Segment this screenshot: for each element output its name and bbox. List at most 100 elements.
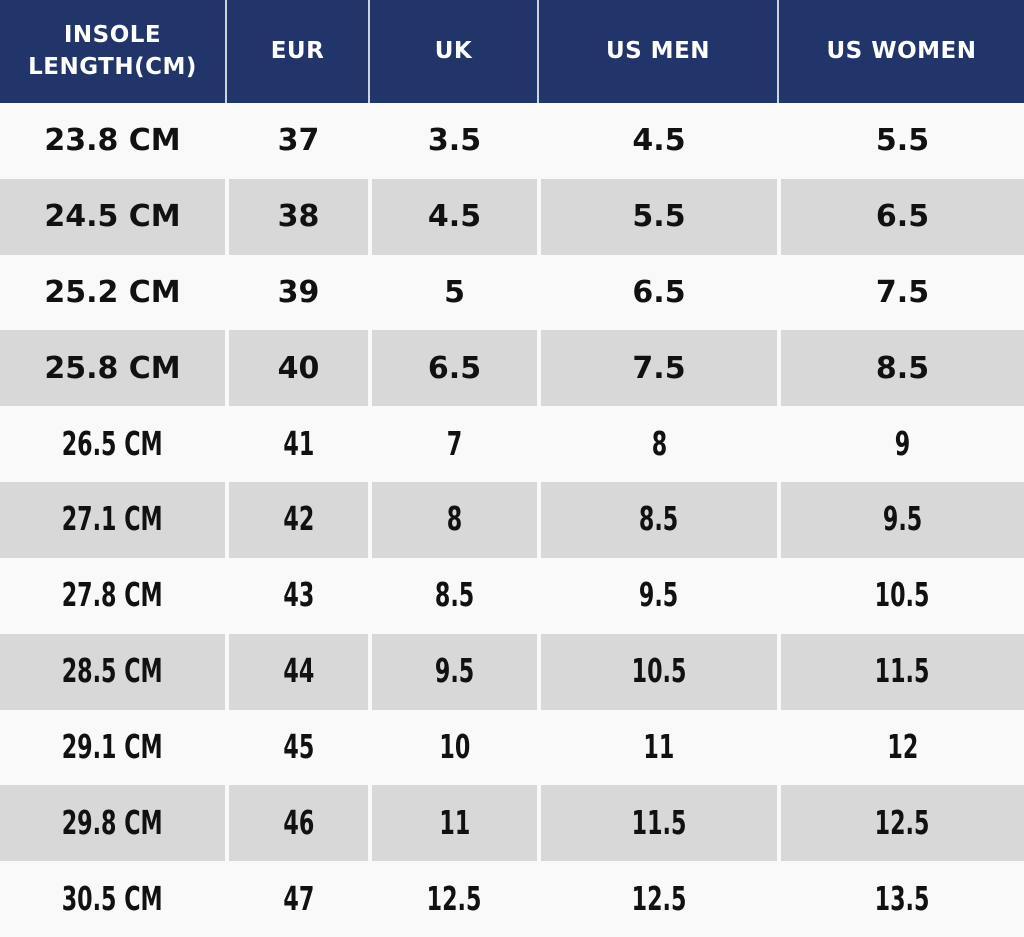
- table-cell: 9.5: [368, 633, 537, 710]
- table-cell: 6.5: [537, 254, 777, 331]
- column-header-us-men: US MEN: [537, 0, 777, 103]
- table-cell: 7.5: [537, 330, 777, 407]
- table-cell-value: 6.5: [632, 275, 686, 311]
- table-cell-value: 29.8 CM: [62, 803, 163, 843]
- table-cell: 27.8 CM: [0, 558, 225, 634]
- table-cell: 37: [225, 103, 368, 179]
- column-header-uk: UK: [368, 0, 537, 103]
- table-cell: 23.8 CM: [0, 103, 225, 179]
- table-cell: 4.5: [537, 103, 777, 179]
- table-cell-value: 5.5: [632, 199, 686, 235]
- table-cell: 27.1 CM: [0, 482, 225, 558]
- table-cell-value: 43: [283, 576, 314, 616]
- table-row: 29.1 CM 45 10 11 12: [0, 709, 1024, 786]
- table-cell: 8.5: [777, 330, 1024, 407]
- table-cell: 8.5: [537, 482, 777, 558]
- table-cell: 25.2 CM: [0, 255, 225, 331]
- table-cell-value: 8.5: [639, 500, 679, 540]
- table-cell: 11: [368, 785, 537, 862]
- table-cell-value: 9.5: [639, 576, 679, 616]
- table-cell: 8.5: [368, 557, 537, 634]
- table-cell-value: 9: [894, 424, 911, 464]
- table-cell: 10: [368, 709, 537, 786]
- table-cell: 28.5 CM: [0, 634, 225, 710]
- table-cell: 7: [368, 406, 537, 483]
- table-cell-value: 5: [444, 275, 465, 311]
- table-cell: 6.5: [368, 330, 537, 407]
- table-cell-value: 12.5: [875, 803, 930, 843]
- table-cell-value: 11: [439, 803, 470, 843]
- table-cell: 13.5: [777, 861, 1024, 937]
- table-cell-value: 23.8 CM: [44, 123, 181, 159]
- table-row: 24.5 CM 38 4.5 5.5 6.5: [0, 178, 1024, 255]
- table-row: 23.8 CM 37 3.5 4.5 5.5: [0, 103, 1024, 179]
- table-cell-value: 10.5: [631, 652, 687, 691]
- table-cell: 8: [368, 482, 537, 558]
- table-cell-value: 9.5: [434, 652, 475, 691]
- table-cell-value: 6.5: [875, 199, 930, 235]
- table-cell-value: 24.5 CM: [44, 199, 181, 235]
- table-cell-value: 28.5 CM: [62, 652, 163, 691]
- table-cell-value: 25.8 CM: [44, 350, 181, 386]
- table-row: 27.1 CM 42 8 8.5 9.5: [0, 482, 1024, 558]
- table-cell: 43: [225, 557, 368, 634]
- table-row: 27.8 CM 43 8.5 9.5 10.5: [0, 557, 1024, 634]
- table-cell-value: 39: [277, 275, 320, 311]
- table-cell: 42: [225, 482, 368, 558]
- table-cell-value: 12.5: [427, 879, 482, 919]
- table-row: 28.5 CM 44 9.5 10.5 11.5: [0, 633, 1024, 710]
- table-cell-value: 41: [283, 424, 314, 464]
- table-cell: 11.5: [777, 633, 1024, 710]
- table-cell: 12: [777, 709, 1024, 786]
- table-header-row: INSOLE LENGTH(CM) EUR UK US MEN US WOMEN: [0, 0, 1024, 103]
- table-cell-value: 11.5: [875, 652, 930, 691]
- table-cell: 8: [537, 406, 777, 483]
- table-cell: 25.8 CM: [0, 330, 225, 406]
- table-cell-value: 12.5: [631, 879, 687, 919]
- table-cell: 9.5: [777, 482, 1024, 558]
- table-cell: 24.5 CM: [0, 179, 225, 255]
- table-cell: 3.5: [368, 103, 537, 179]
- table-cell: 44: [225, 633, 368, 710]
- table-cell-value: 7.5: [632, 350, 686, 386]
- table-cell-value: 5.5: [875, 123, 930, 159]
- table-cell: 10.5: [777, 557, 1024, 634]
- table-cell-value: 25.2 CM: [44, 275, 181, 311]
- table-cell: 47: [225, 861, 368, 937]
- column-header-insole-length-cm: INSOLE LENGTH(CM): [28, 22, 197, 80]
- table-cell-value: 10.5: [875, 576, 930, 616]
- table-cell-value: 37: [277, 123, 320, 159]
- table-cell-value: 12: [887, 728, 918, 767]
- table-cell: 11: [537, 709, 777, 786]
- table-cell-value: 3.5: [427, 123, 482, 159]
- table-cell: 9: [777, 406, 1024, 483]
- table-cell-value: 10: [439, 728, 470, 767]
- table-cell: 29.8 CM: [0, 785, 225, 861]
- table-cell: 39: [225, 254, 368, 331]
- table-cell-value: 38: [277, 199, 320, 235]
- table-row: 25.2 CM 39 5 6.5 7.5: [0, 254, 1024, 331]
- table-cell-value: 45: [283, 728, 314, 767]
- column-header-eur: EUR: [225, 0, 368, 103]
- table-cell-value: 8.5: [875, 350, 930, 386]
- table-cell-value: 13.5: [875, 879, 930, 919]
- table-body: 23.8 CM 37 3.5 4.5 5.5 24.5 CM 38 4.5 5.5 6.5 25.2…: [0, 103, 1024, 937]
- table-cell: 12.5: [368, 861, 537, 937]
- table-cell: 29.1 CM: [0, 710, 225, 786]
- table-cell-value: 27.1 CM: [62, 500, 163, 540]
- table-cell-value: 11: [643, 728, 675, 767]
- table-cell: 9.5: [537, 557, 777, 634]
- table-cell-value: 42: [283, 500, 314, 540]
- table-cell-value: 8: [651, 424, 667, 464]
- table-cell: 12.5: [777, 785, 1024, 862]
- table-cell: 4.5: [368, 178, 537, 255]
- table-cell-value: 29.1 CM: [62, 728, 163, 767]
- table-cell: 5: [368, 254, 537, 331]
- table-cell: 6.5: [777, 178, 1024, 255]
- table-cell-value: 4.5: [427, 199, 482, 235]
- table-cell: 45: [225, 709, 368, 786]
- column-header-us-women: US WOMEN: [777, 0, 1024, 103]
- table-cell: 7.5: [777, 254, 1024, 331]
- table-cell-value: 30.5 CM: [62, 879, 163, 919]
